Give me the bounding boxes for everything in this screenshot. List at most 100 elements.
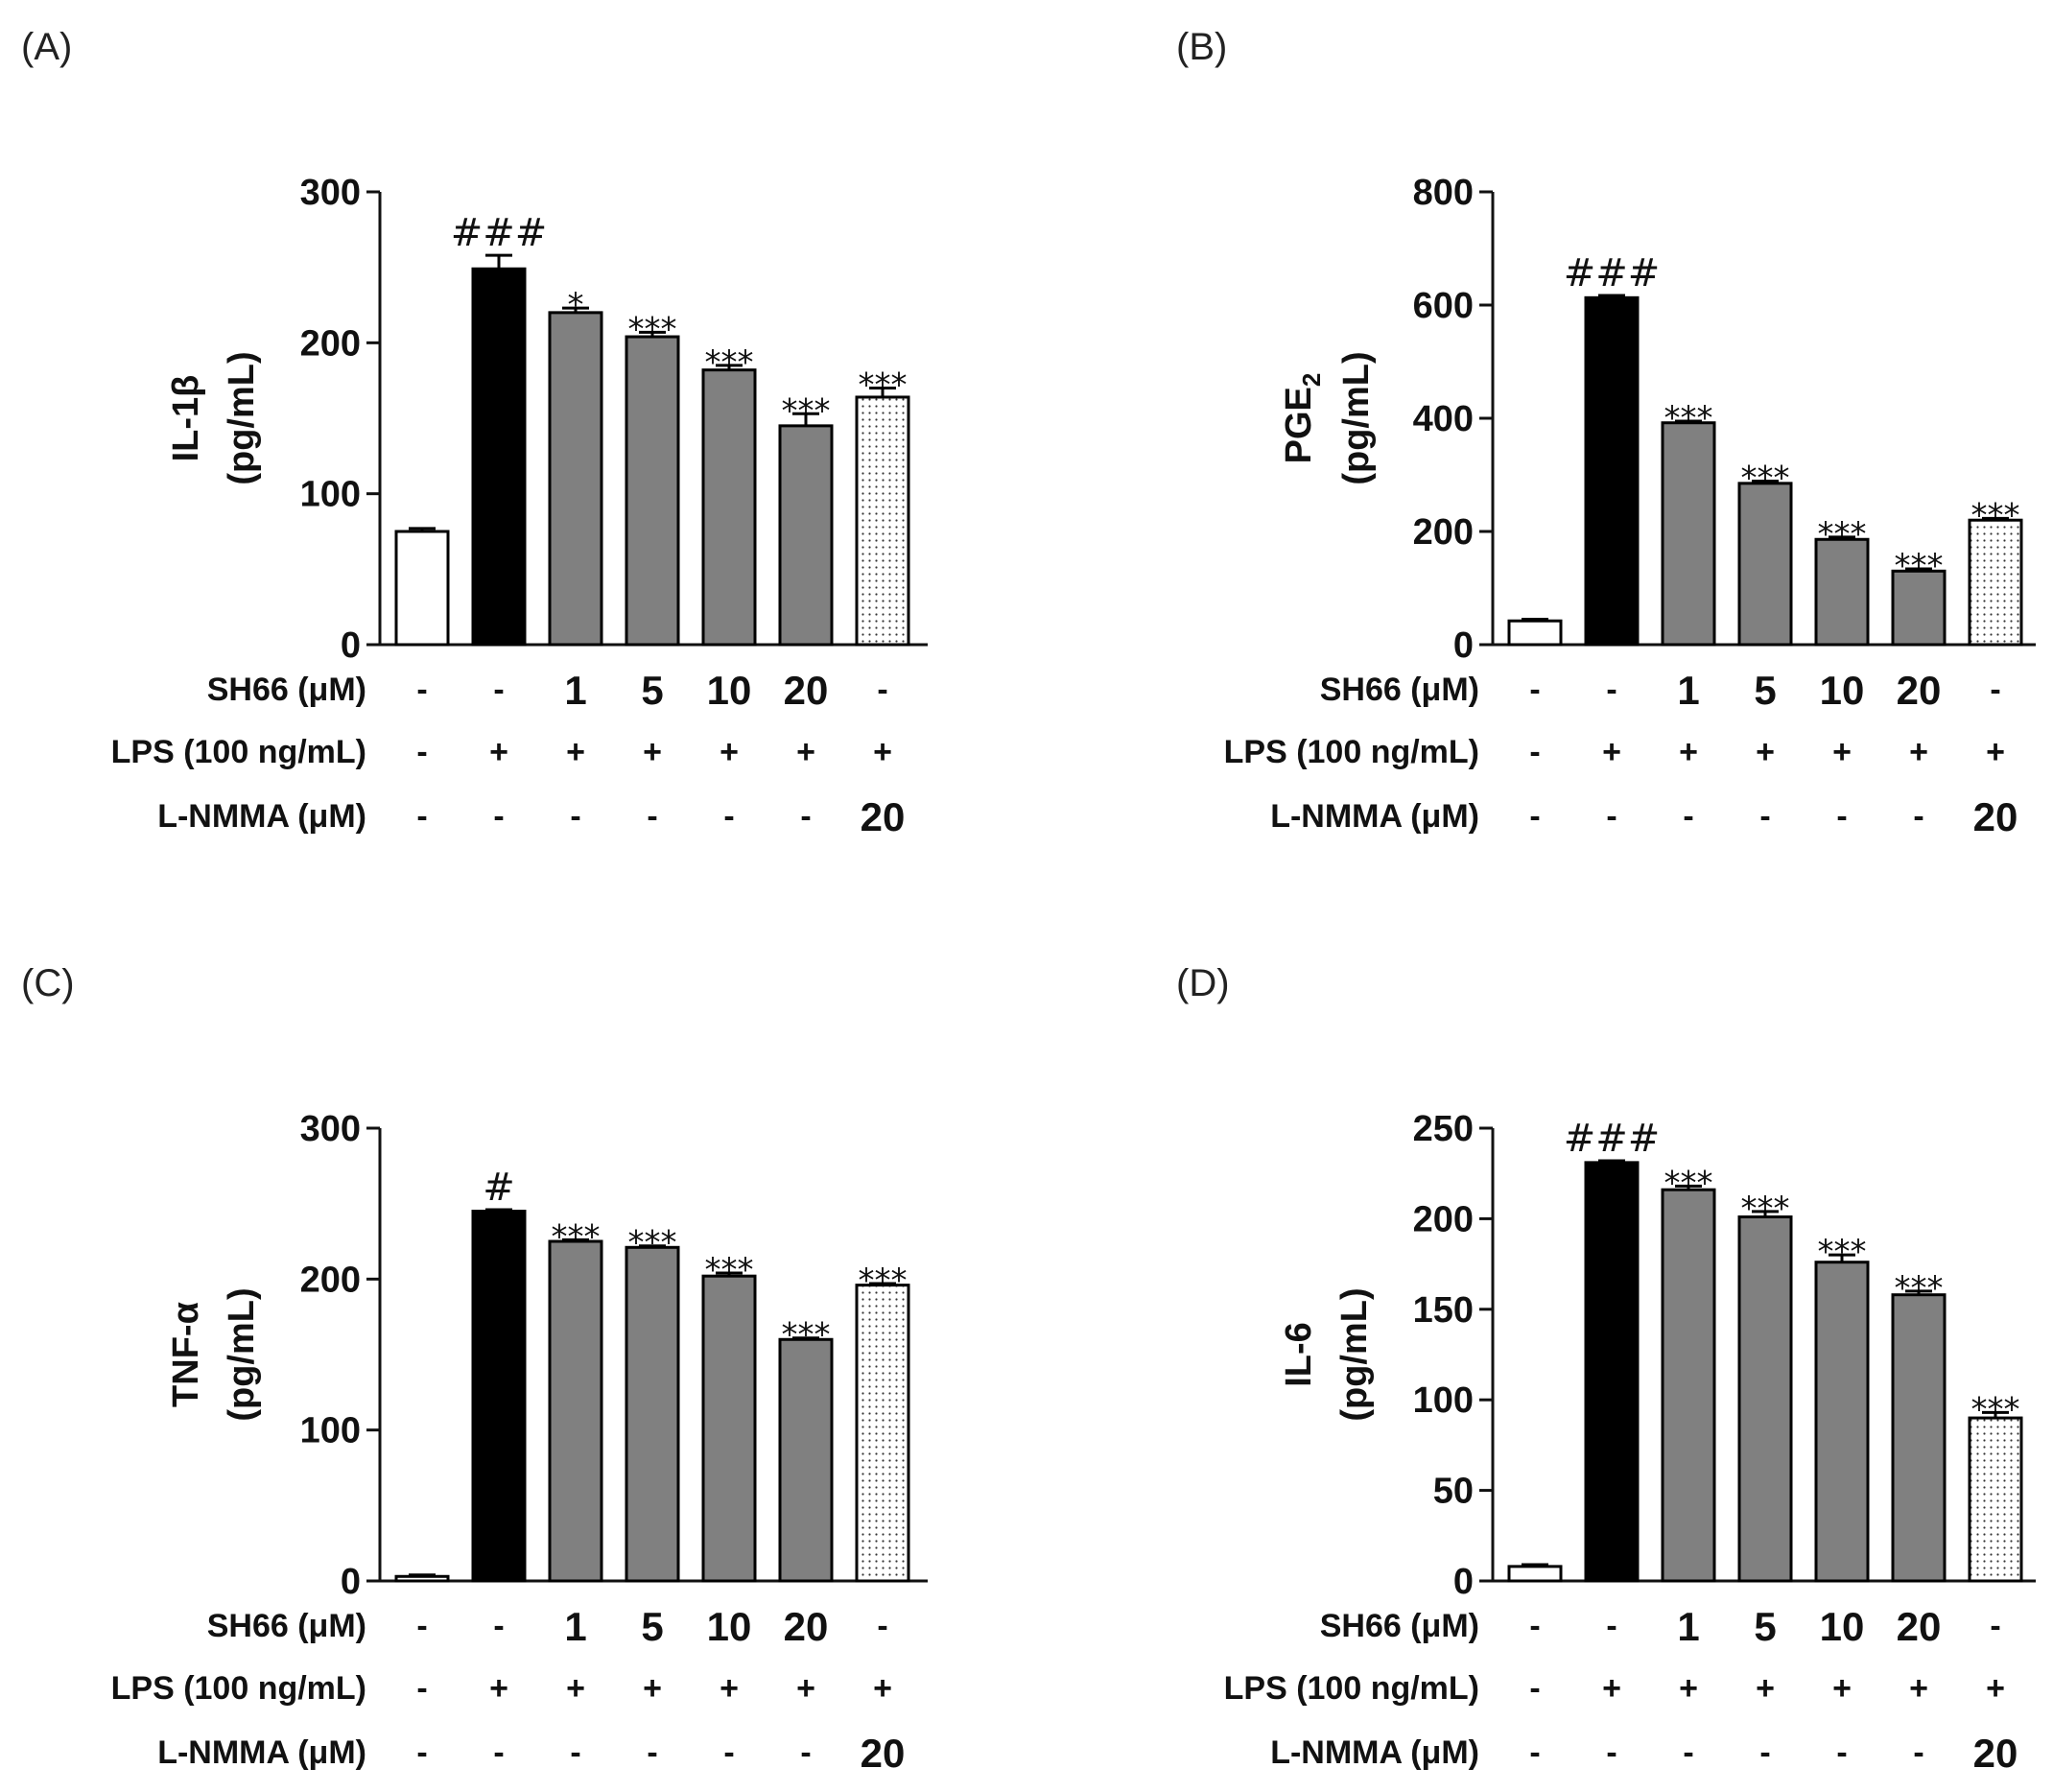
condition-row-label: LPS (100 ng/mL) — [1224, 734, 1479, 770]
condition-value: - — [493, 1608, 504, 1644]
y-tick-label: 300 — [300, 173, 361, 213]
bar — [701, 368, 757, 647]
y-axis-label-line1: IL-6 — [1279, 1322, 1319, 1387]
y-tick-label: 150 — [1413, 1290, 1474, 1331]
bar — [855, 1284, 910, 1583]
y-tick-label: 0 — [341, 1562, 361, 1602]
condition-value: 20 — [784, 668, 829, 713]
y-axis-label-line2: (pg/mL) — [1334, 1287, 1375, 1421]
condition-value: - — [723, 1734, 734, 1771]
condition-value: + — [1986, 734, 2005, 770]
condition-value: 5 — [1754, 668, 1776, 713]
y-axis-label: PGE2 (pg/mL) — [1279, 351, 1377, 484]
y-tick-label: 100 — [300, 475, 361, 515]
condition-value: + — [1832, 734, 1852, 770]
condition-value: + — [643, 734, 662, 770]
condition-value: - — [1759, 798, 1770, 835]
condition-value: + — [489, 734, 508, 770]
y-tick-label: 600 — [1413, 286, 1474, 326]
chart-panel-2: (B) 0 200 400 600 800 PGE2 (pg/mL) ### *** *** *** *… — [1176, 26, 2036, 839]
bar — [1891, 569, 1947, 647]
condition-value: + — [1756, 1670, 1775, 1707]
condition-value: - — [1606, 672, 1616, 708]
condition-value: + — [566, 1670, 585, 1707]
significance-label: *** — [1664, 399, 1713, 437]
y-tick-label: 0 — [1453, 625, 1474, 666]
bar — [701, 1274, 757, 1583]
condition-value: - — [1836, 1734, 1847, 1771]
y-tick-label: 100 — [1413, 1380, 1474, 1421]
condition-value: - — [723, 798, 734, 835]
bar — [1737, 1215, 1793, 1583]
condition-row-label: L-NMMA (μM) — [157, 798, 366, 835]
condition-value: - — [493, 1734, 504, 1771]
condition-value: + — [1909, 734, 1928, 770]
condition-value: - — [1529, 798, 1540, 835]
bar — [1814, 537, 1870, 647]
y-tick-label: 0 — [341, 625, 361, 666]
condition-value: - — [647, 798, 657, 835]
y-axis-label-line1: PGE — [1279, 387, 1319, 463]
condition-value: + — [720, 1670, 739, 1707]
condition-value: - — [1606, 1734, 1616, 1771]
bar — [548, 311, 603, 647]
condition-value: 20 — [861, 1731, 906, 1776]
bar — [394, 530, 450, 647]
condition-value: - — [1529, 1670, 1540, 1707]
condition-value: - — [416, 1608, 427, 1644]
significance-label: *** — [552, 1217, 601, 1256]
condition-value: + — [796, 1670, 815, 1707]
significance-label: *** — [1971, 496, 2020, 534]
condition-value: 20 — [784, 1604, 829, 1649]
significance-label: *** — [705, 343, 754, 382]
panel-label: (C) — [21, 962, 75, 1004]
condition-row-label: L-NMMA (μM) — [1270, 798, 1479, 835]
significance-label: *** — [1895, 547, 1944, 585]
y-axis-label: TNF-α (pg/mL) — [166, 1287, 262, 1421]
y-tick-label: 400 — [1413, 399, 1474, 439]
y-axis-label-line2: (pg/mL) — [222, 1287, 262, 1421]
condition-value: 20 — [1897, 668, 1942, 713]
condition-value: - — [1990, 672, 2000, 708]
condition-value: 10 — [1820, 668, 1865, 713]
bar — [394, 1574, 450, 1583]
bar — [1661, 421, 1716, 647]
y-axis-label: IL-6 (pg/mL) — [1279, 1287, 1375, 1421]
condition-row-label: LPS (100 ng/mL) — [111, 734, 366, 770]
condition-value: + — [873, 1670, 892, 1707]
condition-value: + — [643, 1670, 662, 1707]
y-axis-label: IL-1β (pg/mL) — [166, 351, 262, 484]
condition-value: - — [416, 798, 427, 835]
condition-value: + — [1832, 1670, 1852, 1707]
bar — [625, 1245, 680, 1583]
significance-label: * — [568, 286, 584, 324]
condition-row-label: SH66 (μM) — [1320, 672, 1479, 708]
condition-value: - — [416, 1734, 427, 1771]
condition-value: - — [1606, 1608, 1616, 1644]
condition-value: + — [873, 734, 892, 770]
condition-value: - — [493, 672, 504, 708]
condition-value: - — [1836, 798, 1847, 835]
bar — [778, 424, 834, 647]
condition-value: - — [416, 1670, 427, 1707]
y-tick-label: 200 — [1413, 1199, 1474, 1239]
condition-value: + — [489, 1670, 508, 1707]
bar — [1968, 518, 2023, 647]
condition-value: + — [720, 734, 739, 770]
y-tick-label: 200 — [300, 323, 361, 364]
significance-label: *** — [1818, 1233, 1867, 1271]
condition-row-label: SH66 (μM) — [1320, 1608, 1479, 1644]
bar — [471, 1210, 527, 1583]
condition-value: + — [1602, 734, 1621, 770]
significance-label: *** — [705, 1251, 754, 1289]
condition-value: - — [1529, 1734, 1540, 1771]
bar — [1814, 1261, 1870, 1583]
condition-value: - — [416, 672, 427, 708]
condition-value: 20 — [1973, 794, 2018, 839]
significance-label: *** — [1741, 1190, 1790, 1228]
condition-value: - — [416, 734, 427, 770]
condition-value: + — [566, 734, 585, 770]
panel-label: (D) — [1176, 962, 1230, 1004]
